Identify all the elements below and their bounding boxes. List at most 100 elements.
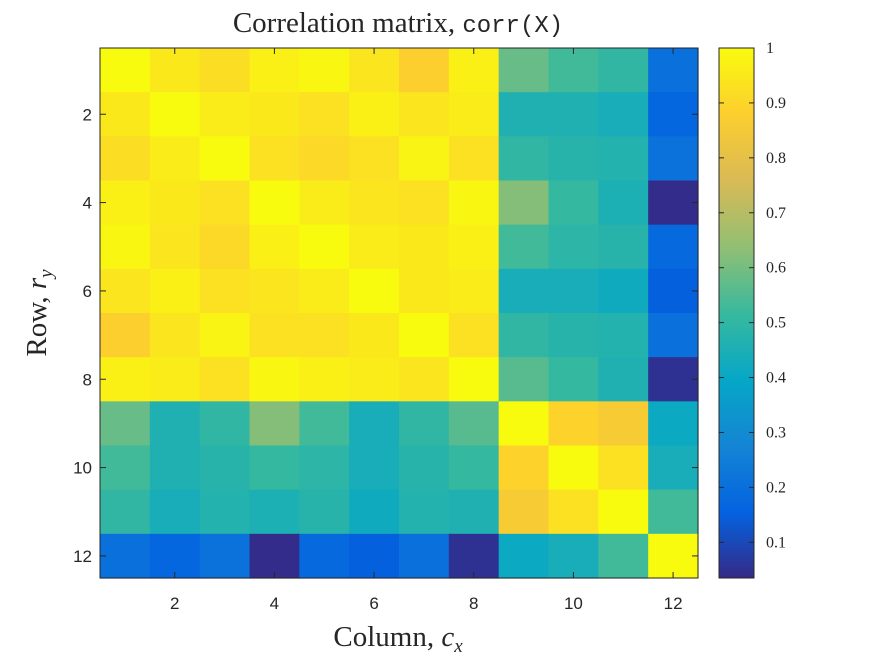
- heatmap-cell: [648, 180, 699, 226]
- chart-title: Correlation matrix, corr(X): [233, 7, 563, 40]
- heatmap-cell: [548, 92, 599, 137]
- heatmap-cell: [349, 357, 400, 402]
- heatmap-cell: [598, 313, 649, 358]
- heatmap-cell: [199, 136, 251, 182]
- colorbar-tick-label: 0.4: [766, 370, 786, 387]
- heatmap-cell: [249, 401, 300, 447]
- heatmap-cell: [100, 445, 151, 491]
- heatmap-cell: [399, 313, 450, 358]
- heatmap-cell: [249, 180, 300, 226]
- x-tick-label: 6: [369, 594, 378, 613]
- heatmap-cell: [199, 48, 251, 93]
- heatmap-cell: [199, 92, 251, 137]
- chart-title-code: corr(X): [462, 13, 563, 40]
- heatmap-cell: [199, 533, 251, 579]
- heatmap-cell: [399, 92, 450, 137]
- heatmap-cell: [399, 224, 450, 270]
- heatmap-cell: [349, 489, 400, 535]
- heatmap-cell: [548, 489, 599, 535]
- heatmap-cell: [448, 136, 500, 182]
- heatmap-cell: [548, 180, 599, 226]
- heatmap-cell: [598, 268, 649, 314]
- heatmap-cell: [249, 357, 300, 402]
- heatmap-cell: [498, 180, 550, 226]
- heatmap-cell: [399, 357, 450, 402]
- heatmap-cell: [448, 445, 500, 491]
- heatmap-cell: [299, 445, 350, 491]
- heatmap-cell: [299, 357, 350, 402]
- heatmap-cell: [548, 136, 599, 182]
- heatmap-cell: [448, 313, 500, 358]
- heatmap-cell: [299, 268, 350, 314]
- heatmap-cell: [498, 489, 550, 535]
- heatmap-cell: [648, 401, 699, 447]
- heatmap-cell: [598, 401, 649, 447]
- x-tick-label: 12: [664, 594, 683, 613]
- heatmap-cell: [349, 92, 400, 137]
- heatmap-cell: [548, 445, 599, 491]
- heatmap-cell: [648, 445, 699, 491]
- heatmap-cell: [598, 357, 649, 402]
- heatmap-cell: [299, 48, 350, 93]
- heatmap-cell: [399, 268, 450, 314]
- heatmap-cell: [598, 180, 649, 226]
- y-axis-label-var: r: [21, 277, 53, 289]
- x-tick-label: 2: [170, 594, 179, 613]
- heatmap-cell: [349, 224, 400, 270]
- heatmap-cell: [299, 136, 350, 182]
- heatmap-cell: [648, 268, 699, 314]
- heatmap-cell: [399, 401, 450, 447]
- heatmap-cell: [199, 180, 251, 226]
- heatmap-cell: [249, 489, 300, 535]
- x-axis-label-text: Column,: [333, 621, 441, 653]
- heatmap-cell: [149, 445, 201, 491]
- colorbar-tick-label: 0.9: [766, 95, 786, 112]
- heatmap-cell: [598, 48, 649, 93]
- heatmap-cell: [448, 224, 500, 270]
- heatmap-cell: [548, 268, 599, 314]
- heatmap-cell: [299, 313, 350, 358]
- heatmap-cell: [498, 48, 550, 93]
- heatmap-cell: [149, 92, 201, 137]
- heatmap-cell: [648, 92, 699, 137]
- heatmap-cell: [498, 268, 550, 314]
- heatmap-cell: [199, 224, 251, 270]
- heatmap-cell: [249, 533, 300, 579]
- heatmap-cell: [100, 48, 151, 93]
- colorbar-tick-label: 0.6: [766, 260, 786, 277]
- heatmap-cell: [199, 401, 251, 447]
- plot-frame: [99, 47, 699, 579]
- heatmap-cell: [548, 224, 599, 270]
- heatmap-cell: [648, 224, 699, 270]
- heatmap-cell: [448, 268, 500, 314]
- x-axis-label-var: c: [441, 621, 454, 653]
- heatmap-cell: [149, 401, 201, 447]
- colorbar-tick-label: 1: [766, 40, 774, 57]
- colorbar-tick-label: 0.7: [766, 205, 786, 222]
- heatmap-cell: [249, 92, 300, 137]
- heatmap-cell: [399, 533, 450, 579]
- heatmap-cell: [149, 313, 201, 358]
- heatmap-cell: [448, 180, 500, 226]
- heatmap-cell: [548, 313, 599, 358]
- heatmap-cell: [598, 224, 649, 270]
- heatmap-cell: [648, 136, 699, 182]
- heatmap-cell: [548, 357, 599, 402]
- heatmap-cell: [349, 533, 400, 579]
- y-tick-label: 10: [73, 459, 92, 478]
- heatmap-cell: [399, 489, 450, 535]
- heatmap-cell: [149, 180, 201, 226]
- heatmap-cell: [249, 313, 300, 358]
- heatmap-cell: [448, 48, 500, 93]
- heatmap-cell: [399, 180, 450, 226]
- heatmap-cell: [249, 136, 300, 182]
- y-axis-label-sub: y: [36, 269, 57, 280]
- heatmap-cell: [498, 92, 550, 137]
- heatmap-cell: [598, 489, 649, 535]
- heatmap-cell: [249, 268, 300, 314]
- heatmap-cell: [299, 533, 350, 579]
- y-tick-label: 6: [83, 282, 92, 301]
- heatmap-cell: [448, 357, 500, 402]
- heatmap-cell: [149, 357, 201, 402]
